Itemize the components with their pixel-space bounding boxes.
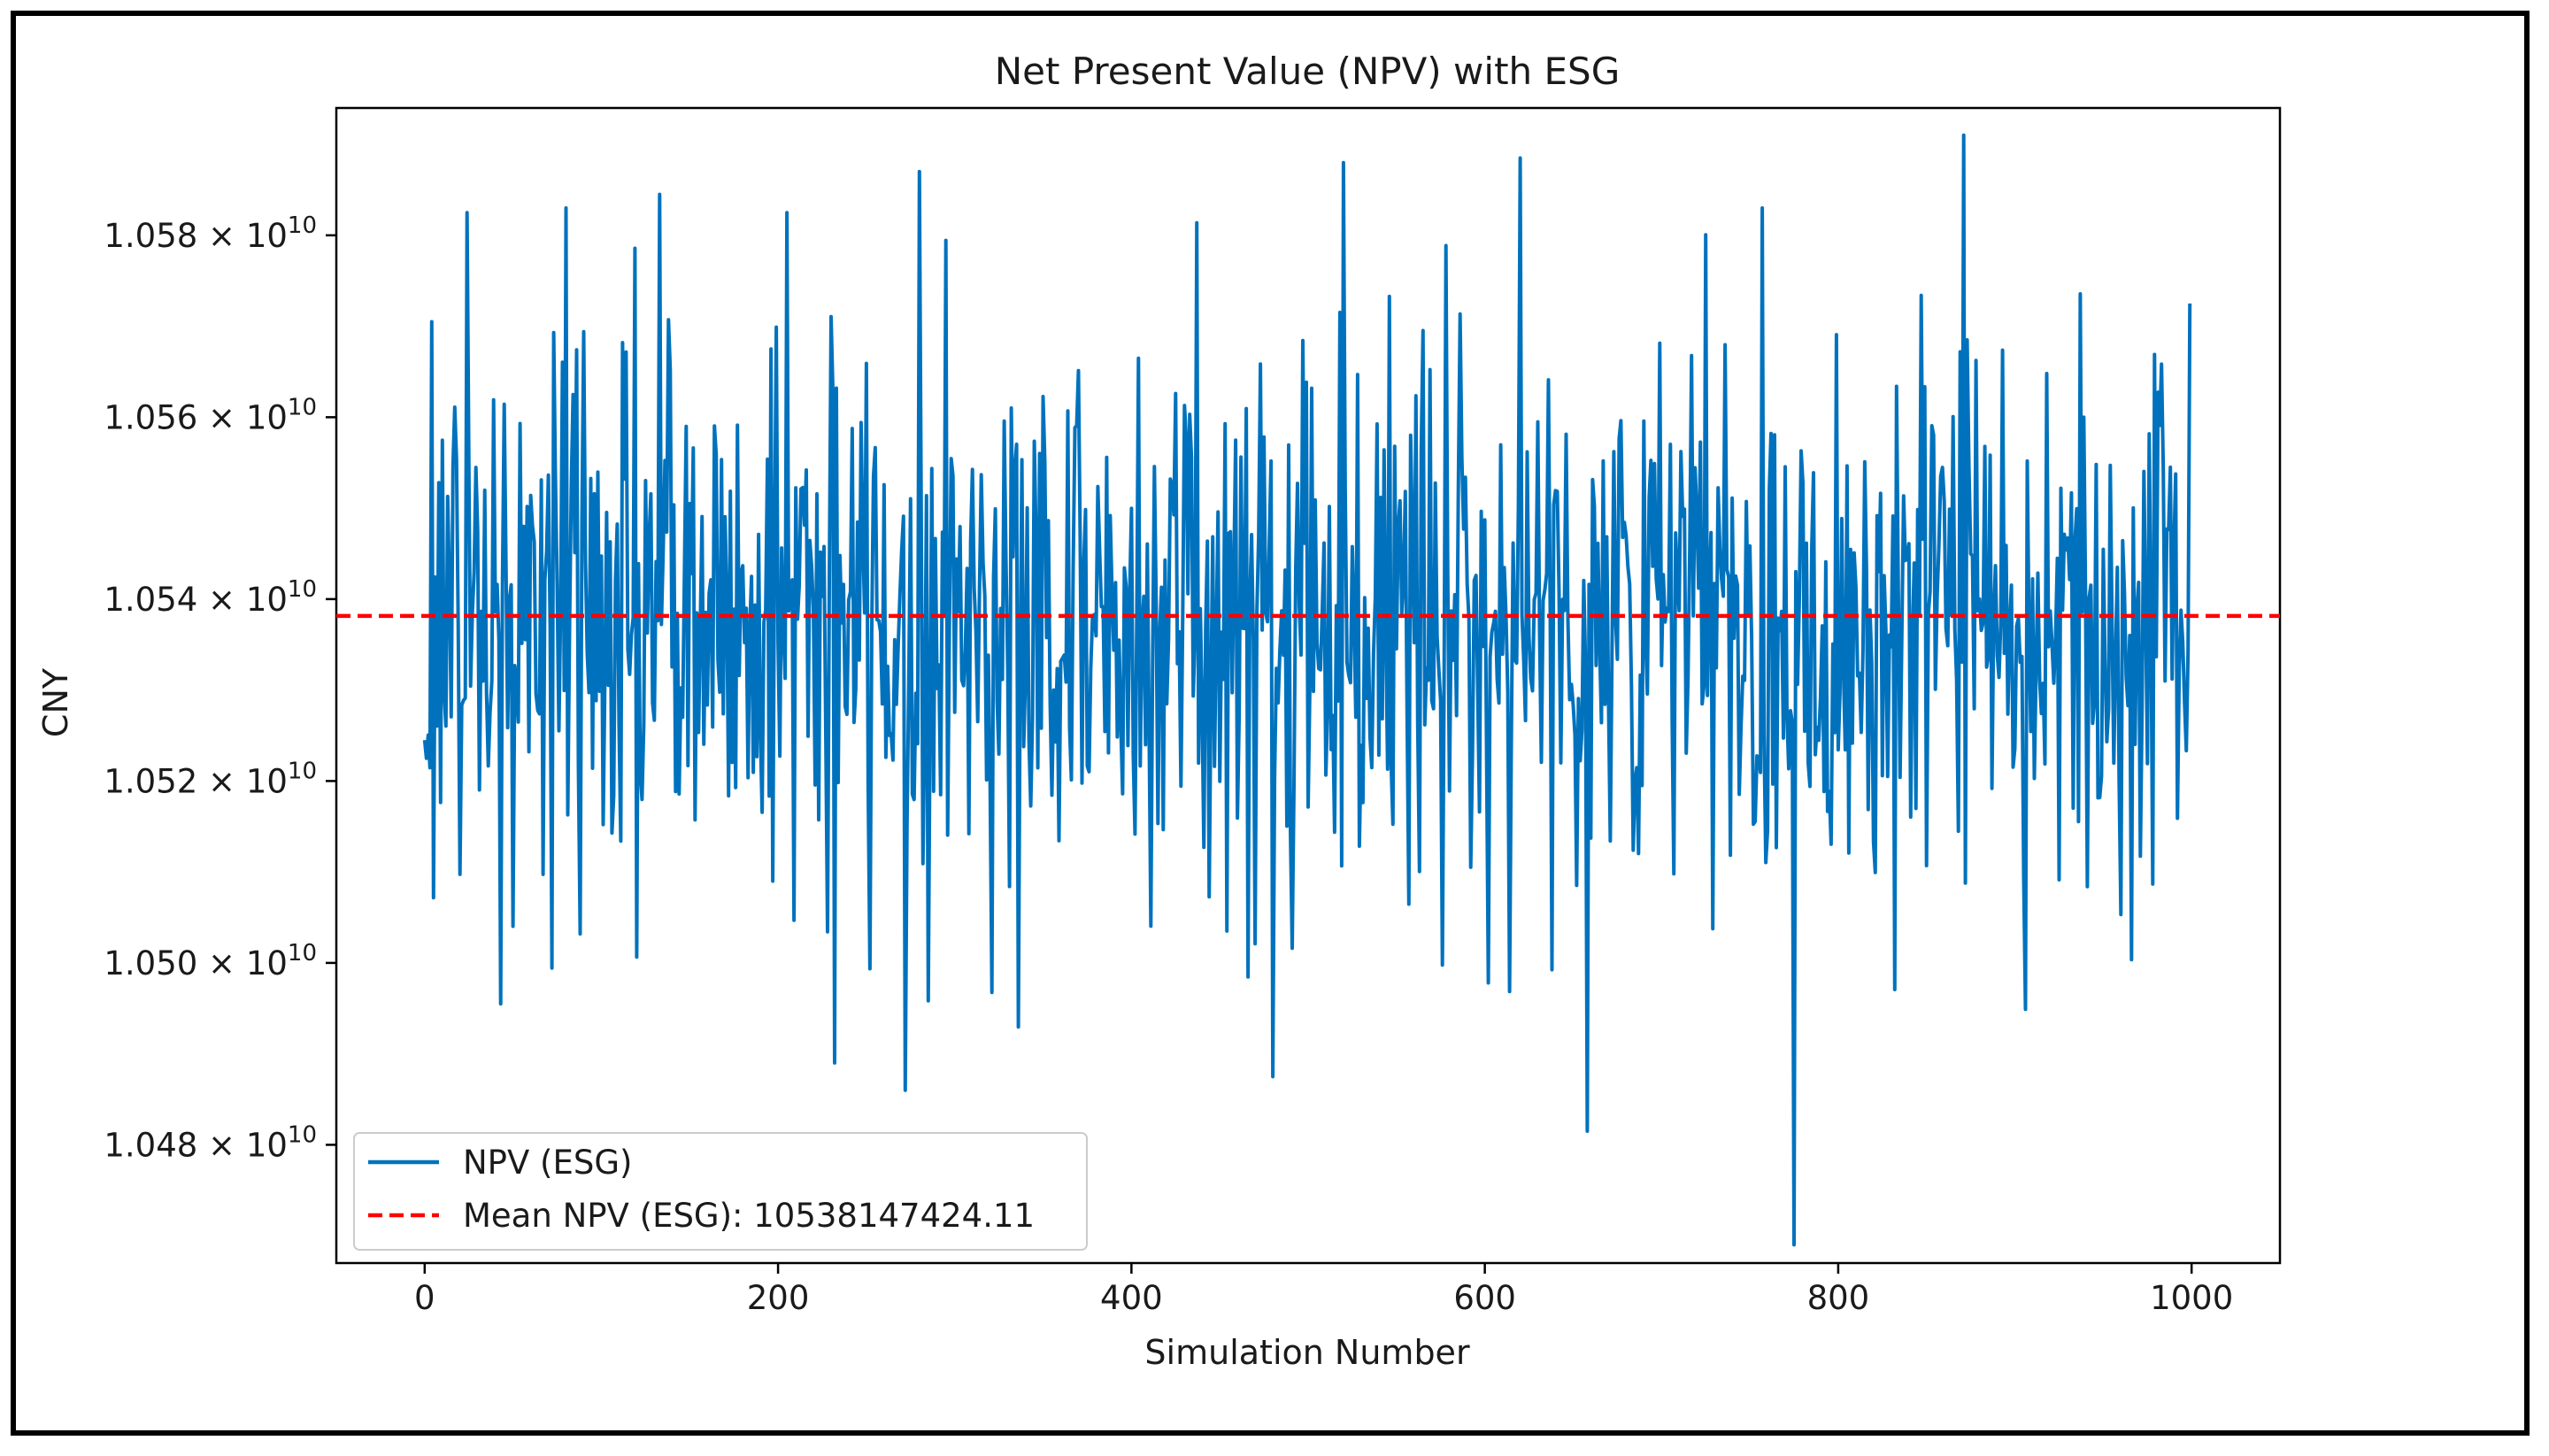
y-tick-label: 1.052 × 1010 — [104, 758, 317, 800]
x-tick-label: 0 — [414, 1279, 435, 1317]
x-tick-label: 400 — [1100, 1279, 1163, 1317]
x-tick-label: 1000 — [2150, 1279, 2233, 1317]
legend-label-npv: NPV (ESG) — [463, 1144, 632, 1182]
y-tick-label: 1.056 × 1010 — [104, 394, 317, 436]
y-axis: 1.048 × 1010 1.050 × 1010 1.052 × 1010 1.05… — [104, 212, 336, 1164]
y-tick-label: 1.054 × 1010 — [104, 576, 317, 619]
legend-box — [353, 1132, 1088, 1251]
y-axis-label: CNY — [36, 667, 75, 737]
legend-label-mean: Mean NPV (ESG): 10538147424.11 — [463, 1197, 1035, 1235]
chart-title: Net Present Value (NPV) with ESG — [995, 50, 1621, 93]
y-tick-label: 1.050 × 1010 — [104, 940, 317, 982]
y-tick-label: 1.058 × 1010 — [104, 212, 317, 255]
x-tick-label: 200 — [747, 1279, 810, 1317]
y-tick-label: 1.048 × 1010 — [104, 1121, 317, 1164]
x-axis: 0 200 400 600 800 1000 — [414, 1263, 2233, 1317]
npv-series — [422, 133, 2192, 1247]
x-tick-label: 800 — [1807, 1279, 1870, 1317]
plot-area — [335, 106, 2282, 1265]
legend: NPV (ESG) Mean NPV (ESG): 10538147424.11 — [353, 1132, 1088, 1251]
npv-series-line — [422, 133, 2192, 1247]
x-tick-label: 600 — [1453, 1279, 1516, 1317]
x-axis-label: Simulation Number — [1144, 1333, 1470, 1372]
